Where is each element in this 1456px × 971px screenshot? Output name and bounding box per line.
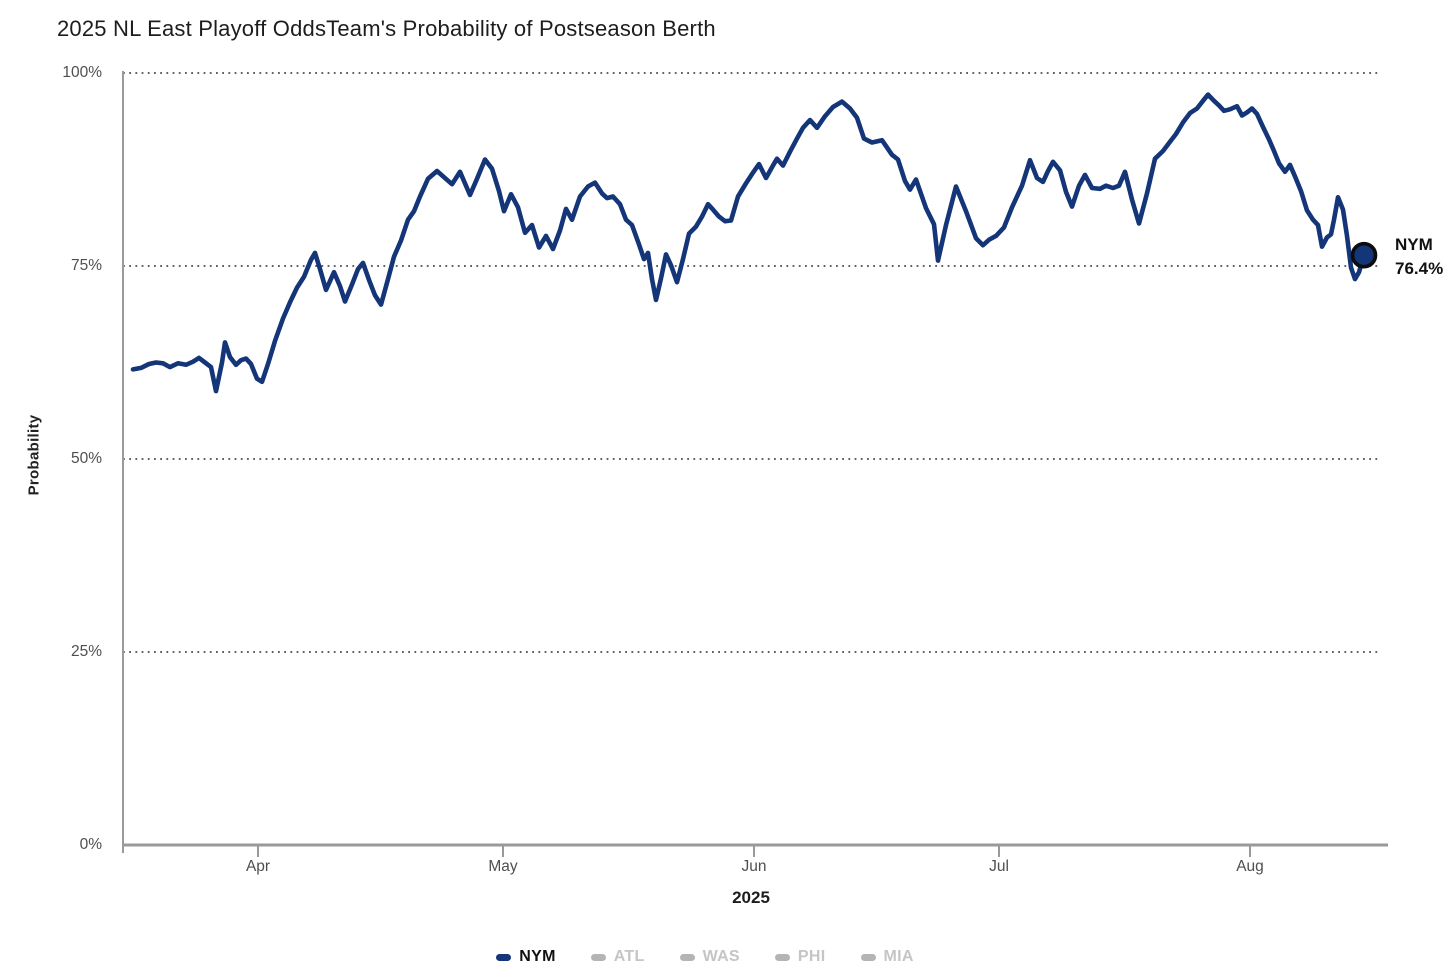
end-annotation: NYM 76.4%: [1395, 233, 1443, 281]
legend: NYM ATL WAS PHI MIA: [0, 943, 1410, 971]
legend-label-atl: ATL: [613, 948, 645, 965]
y-tick-label-0: 0%: [79, 836, 102, 853]
x-tick-label-apr: Apr: [245, 858, 271, 875]
y-tick-label-75: 75%: [70, 257, 102, 274]
chart-subtitle: Team's Probability of Postseason Berth: [326, 16, 716, 41]
y-tick-label-25: 25%: [70, 643, 102, 660]
legend-swatch-was: [679, 953, 695, 961]
end-annotation-value: 76.4%: [1395, 259, 1444, 278]
legend-label-nym: NYM: [519, 948, 556, 965]
nym-odds-line: [130, 92, 1367, 394]
x-tick-label-aug: Aug: [1236, 858, 1264, 875]
legend-swatch-atl: [590, 953, 606, 961]
chart-title-main: 2025 NL East Playoff Odds: [57, 16, 327, 41]
legend-swatch-phi: [774, 953, 790, 961]
legend-item-mia[interactable]: MIA: [860, 948, 914, 966]
chart-title: 2025 NL East Playoff OddsTeam's Probabil…: [57, 14, 716, 44]
legend-item-nym[interactable]: NYM: [496, 948, 555, 966]
legend-item-atl[interactable]: ATL: [590, 948, 645, 966]
legend-label-phi: PHI: [797, 948, 826, 965]
y-tick-label-50: 50%: [70, 450, 102, 467]
x-axis-year-label: 2025: [732, 888, 770, 907]
nym-end-marker: [1350, 241, 1378, 269]
x-tick-label-jun: Jun: [741, 858, 767, 875]
legend-swatch-nym: [496, 953, 512, 961]
x-tick-label-jul: Jul: [989, 858, 1009, 875]
legend-label-mia: MIA: [883, 948, 914, 965]
legend-label-was: WAS: [702, 948, 740, 965]
y-tick-label-100: 100%: [62, 64, 102, 81]
end-annotation-team: NYM: [1395, 235, 1433, 254]
legend-item-was[interactable]: WAS: [679, 948, 740, 966]
legend-swatch-mia: [860, 953, 876, 961]
legend-item-phi[interactable]: PHI: [774, 948, 826, 966]
x-tick-label-may: May: [488, 858, 518, 875]
